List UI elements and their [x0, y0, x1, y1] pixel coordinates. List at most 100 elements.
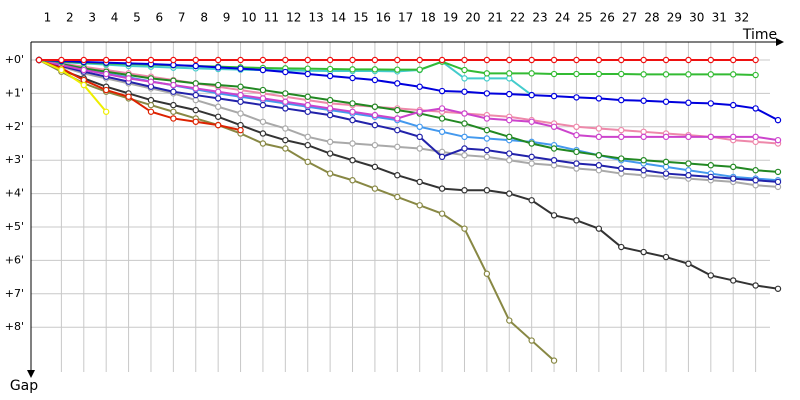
data-point [214, 81, 222, 89]
data-point [730, 163, 737, 171]
data-point [662, 98, 670, 105]
data-point [259, 66, 267, 74]
data-point [304, 108, 311, 115]
x-tick-label: 5 [133, 11, 141, 25]
data-point [483, 126, 491, 134]
data-point [349, 74, 356, 82]
x-tick-label: 4 [111, 11, 119, 25]
data-point [282, 90, 289, 97]
data-point [461, 187, 468, 194]
data-point [595, 95, 603, 102]
data-point [685, 133, 692, 141]
data-point [304, 158, 311, 166]
data-point [528, 153, 535, 161]
data-point [528, 91, 535, 99]
data-point [259, 140, 267, 147]
data-point [685, 56, 692, 64]
data-point [349, 116, 356, 124]
data-point [259, 56, 267, 64]
data-point [461, 151, 468, 159]
data-point [237, 65, 244, 72]
data-point [461, 110, 468, 117]
series-line [38, 59, 779, 173]
data-point [550, 156, 558, 164]
data-point [170, 108, 177, 115]
data-point [192, 62, 199, 70]
data-point [349, 108, 356, 115]
data-point [259, 95, 267, 102]
data-point [304, 133, 311, 141]
data-point [416, 202, 423, 209]
data-point [102, 86, 110, 94]
data-point [685, 172, 692, 179]
y-tick-label: +4' [5, 187, 24, 200]
data-point [707, 56, 715, 64]
data-point [192, 56, 199, 64]
data-point [326, 111, 334, 119]
data-point [618, 155, 625, 162]
x-tick-label: 32 [734, 11, 749, 25]
data-point [147, 78, 155, 85]
data-point [707, 100, 715, 107]
data-point [438, 128, 446, 136]
data-point [371, 56, 379, 64]
data-point [640, 156, 647, 164]
data-point [102, 70, 110, 78]
x-tick-label: 13 [308, 11, 323, 25]
data-point [528, 160, 535, 167]
data-point [282, 68, 289, 76]
data-point [214, 64, 222, 71]
x-tick-label: 17 [398, 11, 413, 25]
data-point [349, 140, 356, 147]
data-point [282, 145, 289, 152]
data-point [528, 118, 535, 125]
data-point [125, 93, 132, 100]
data-point [371, 185, 379, 192]
x-tick-label: 21 [488, 11, 503, 25]
data-point [461, 66, 468, 74]
data-point [483, 187, 491, 194]
x-tick-label: 18 [420, 11, 435, 25]
data-point [752, 56, 759, 64]
data-point [214, 56, 222, 64]
data-point [618, 70, 625, 78]
data-point [752, 167, 759, 174]
x-tick-label: 24 [555, 11, 570, 25]
data-point [461, 120, 468, 127]
data-point [506, 56, 513, 64]
data-point [394, 193, 401, 201]
data-point [394, 80, 401, 87]
data-point [371, 111, 379, 119]
grid [31, 42, 770, 372]
data-point [304, 141, 311, 149]
data-point [461, 225, 468, 232]
data-point [282, 136, 289, 144]
data-point [416, 66, 423, 73]
data-point [58, 66, 65, 74]
data-point [371, 121, 379, 129]
data-point [550, 212, 558, 219]
data-point [595, 133, 603, 141]
data-point [170, 88, 177, 95]
data-point [618, 96, 625, 104]
series-line [38, 59, 779, 142]
data-point [237, 126, 244, 134]
data-point [237, 83, 244, 90]
data-point [618, 165, 625, 172]
data-point [394, 106, 401, 114]
data-point [774, 116, 782, 124]
data-point [304, 65, 311, 72]
x-tick-label: 2 [66, 11, 74, 25]
data-point [349, 100, 356, 107]
data-point [326, 170, 334, 177]
data-point [416, 83, 423, 90]
data-point [438, 153, 446, 161]
y-tick-label: +8' [5, 320, 24, 333]
data-point [438, 210, 446, 217]
data-point [550, 70, 558, 78]
data-point [483, 153, 491, 161]
data-point [506, 150, 513, 157]
data-point [192, 106, 199, 114]
data-point [774, 178, 782, 186]
data-point [259, 101, 267, 109]
